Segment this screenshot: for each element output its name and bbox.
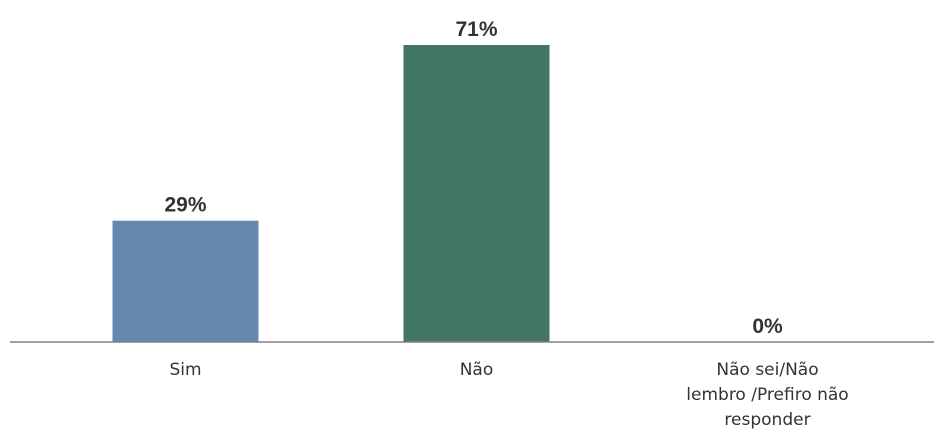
x-tick-label-1: Sim [169,360,201,380]
x-tick-label-2: Não [460,360,494,380]
data-label-1: 29% [164,194,206,217]
bars-group [112,45,550,342]
x-tick-label-3: Não sei/Não lembro /Prefiro não responder [686,360,848,430]
bar-1 [112,220,259,342]
bar-2 [403,45,550,342]
data-labels-group: 29% 71% 0% [164,18,783,338]
data-label-2: 71% [455,18,497,41]
x-tick-label-3-line-1: Não sei/Não [716,360,818,380]
x-tick-label-2-line-1: Não [460,360,494,380]
x-tick-label-3-line-3: responder [724,410,810,430]
x-tick-label-1-line-1: Sim [169,360,201,380]
x-tick-label-3-line-2: lembro /Prefiro não [686,385,848,405]
x-tick-labels-group: Sim Não Não sei/Não lembro /Prefiro não resp… [169,360,848,430]
data-label-3: 0% [752,315,783,338]
